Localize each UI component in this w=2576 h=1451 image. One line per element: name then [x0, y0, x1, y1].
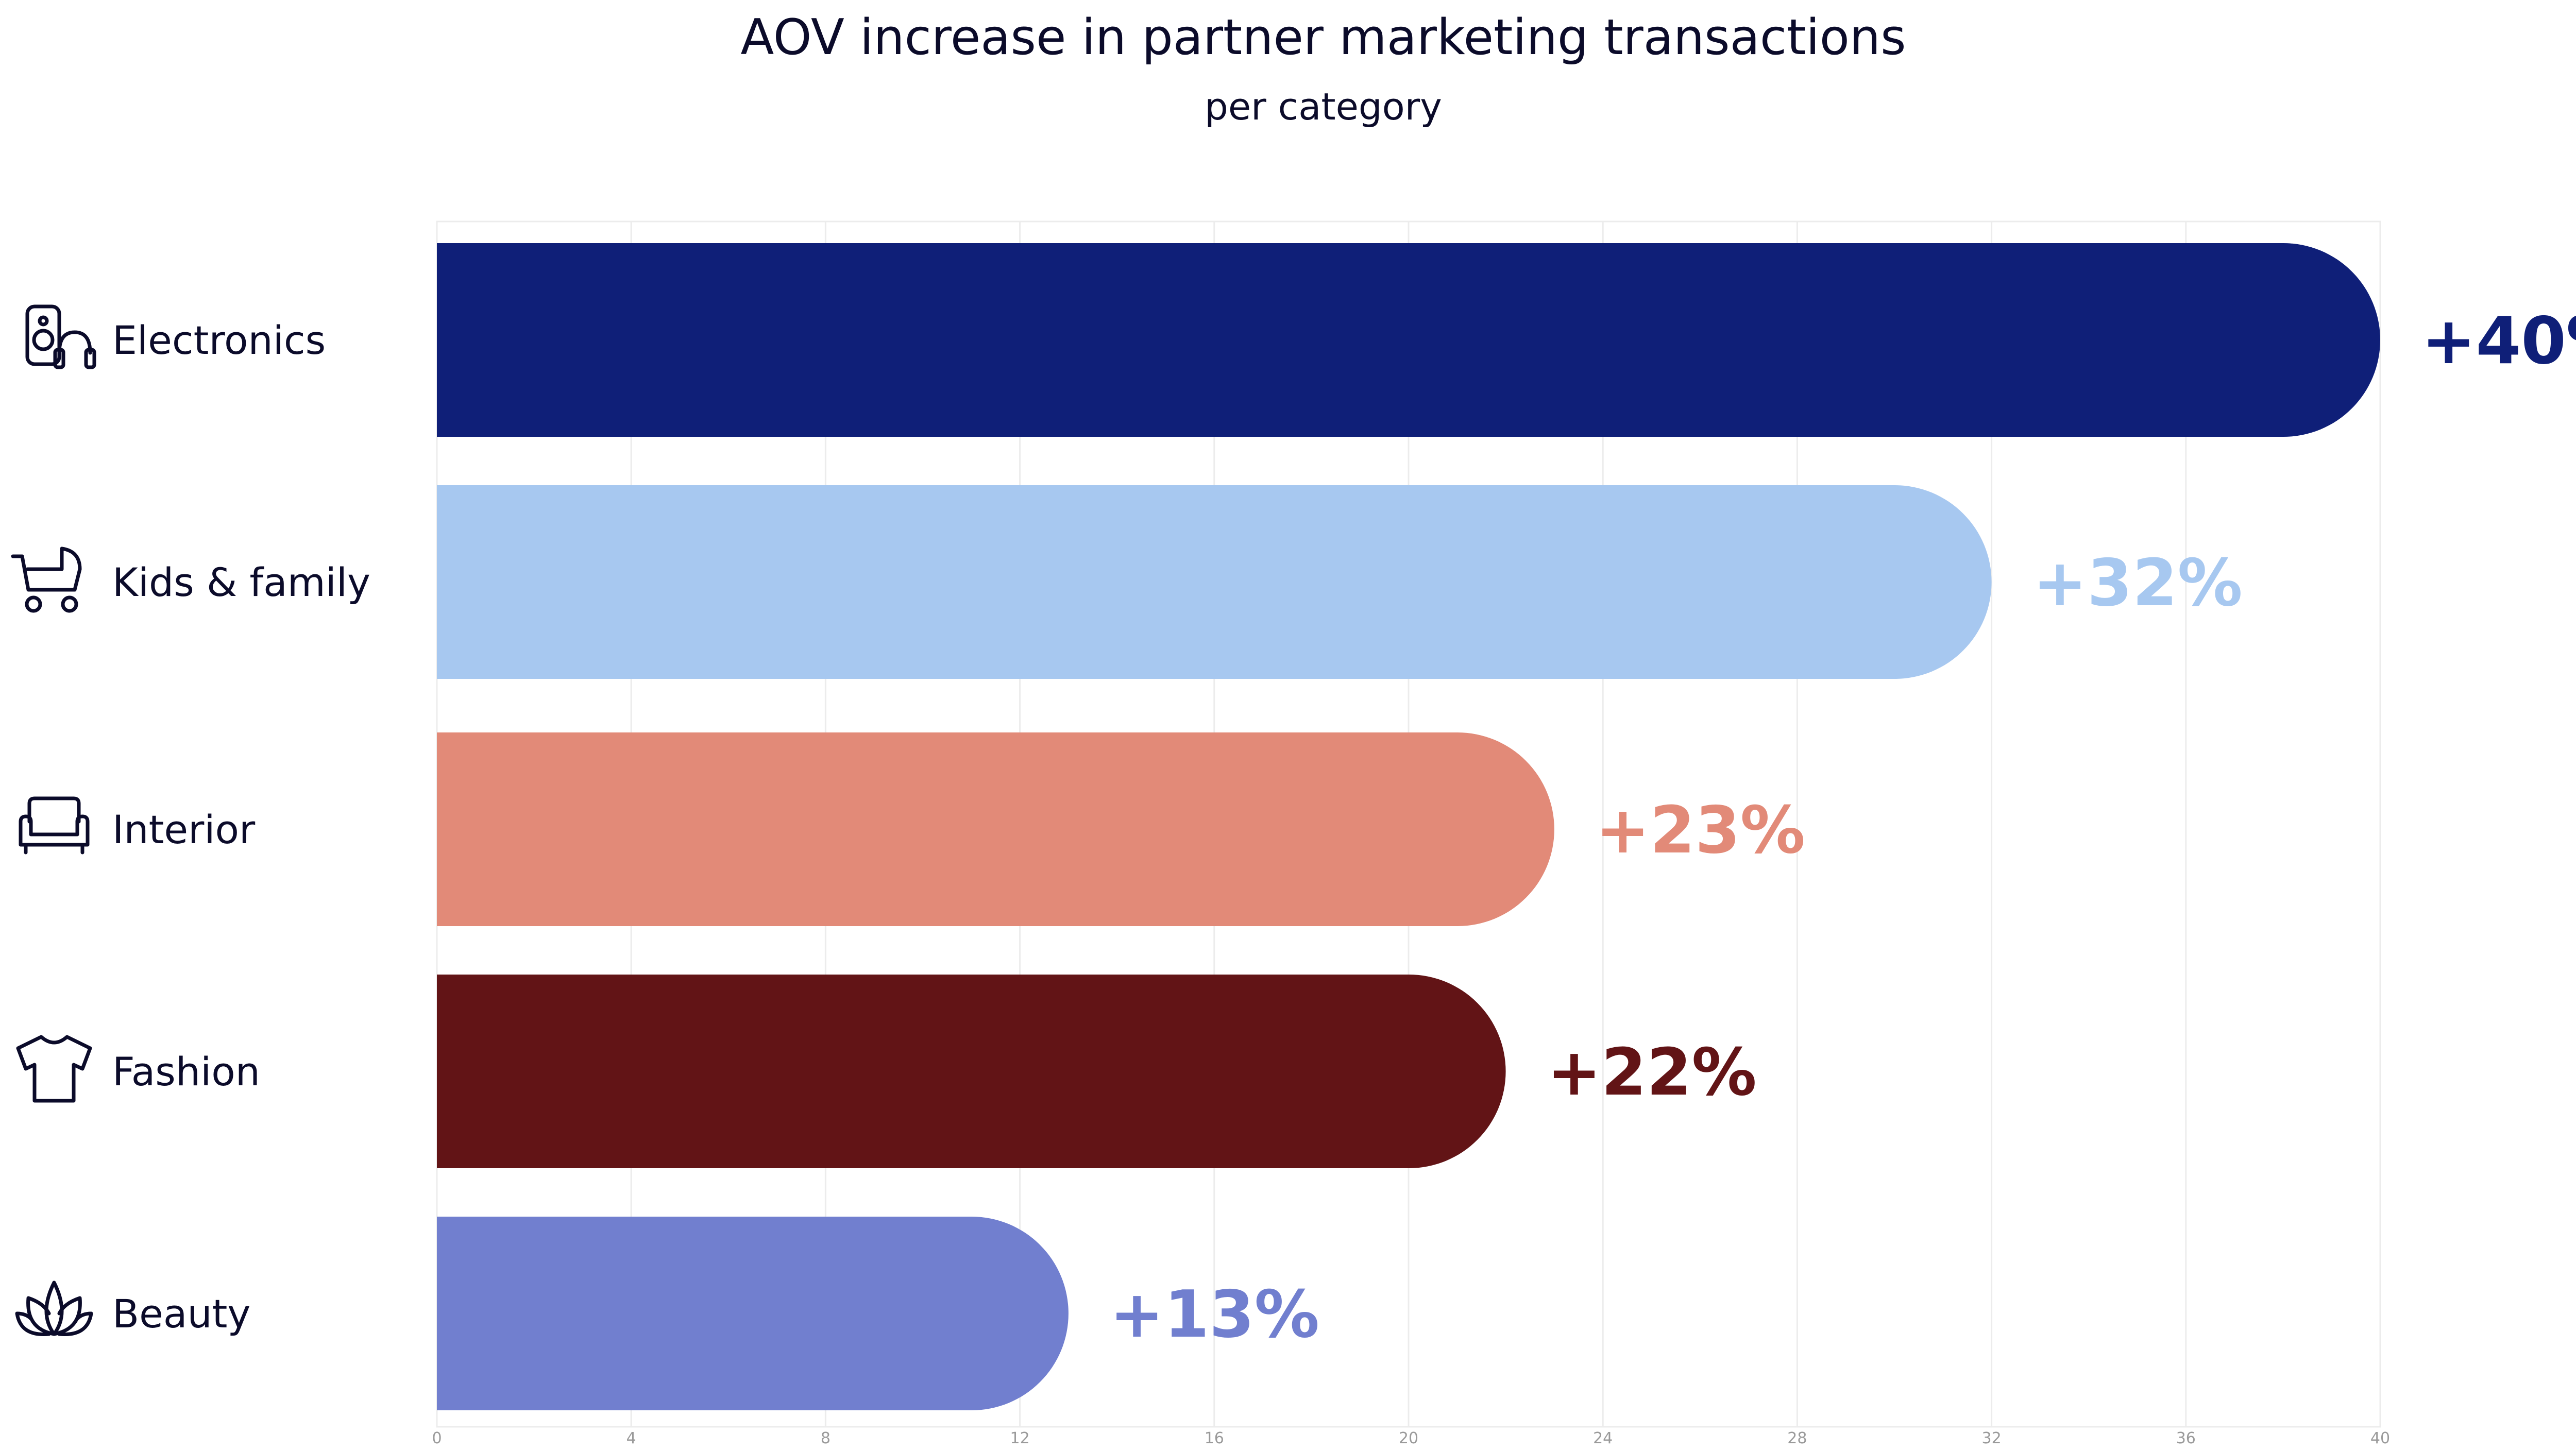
- x-tick-label: 24: [1593, 1429, 1613, 1447]
- electronics-icon: [25, 304, 96, 369]
- bar-kids-family: [437, 485, 1992, 679]
- x-axis-ticks: 0 4 8 12 16 20 24 28 32 36 40: [432, 1429, 2390, 1447]
- tshirt-icon: [16, 1035, 92, 1103]
- x-tick-label: 8: [821, 1429, 831, 1447]
- stroller-icon: [11, 547, 82, 613]
- sofa-icon: [19, 796, 90, 855]
- bar-interior: [437, 732, 1554, 926]
- value-label: +32%: [2033, 545, 2243, 621]
- value-label: +22%: [1547, 1034, 1757, 1110]
- x-tick-label: 20: [1399, 1429, 1418, 1447]
- value-label: +40%: [2421, 303, 2576, 379]
- category-labels: +40% Electronics +32% Kids & family +23% Inte…: [112, 303, 2576, 1352]
- bar-electronics: [437, 243, 2380, 437]
- value-label: +23%: [1596, 792, 1805, 868]
- bar-fashion: [437, 975, 1506, 1168]
- bar-beauty: [437, 1217, 1069, 1410]
- chart-subtitle: per category: [1205, 85, 1442, 128]
- x-tick-label: 40: [2370, 1429, 2390, 1447]
- category-label: Fashion: [112, 1049, 260, 1095]
- x-tick-label: 28: [1787, 1429, 1807, 1447]
- value-label: +13%: [1110, 1276, 1319, 1352]
- category-icons: [11, 304, 96, 1336]
- chart-title: AOV increase in partner marketing transa…: [740, 9, 1906, 66]
- category-label: Interior: [112, 807, 256, 852]
- x-tick-label: 0: [432, 1429, 442, 1447]
- lotus-icon: [15, 1281, 93, 1336]
- x-tick-label: 4: [626, 1429, 636, 1447]
- category-label: Electronics: [112, 317, 326, 363]
- x-tick-label: 12: [1010, 1429, 1030, 1447]
- category-label: Beauty: [112, 1291, 250, 1337]
- x-tick-label: 36: [2176, 1429, 2196, 1447]
- x-tick-label: 32: [1982, 1429, 2002, 1447]
- category-label: Kids & family: [112, 559, 370, 605]
- x-tick-label: 16: [1205, 1429, 1224, 1447]
- bars: [437, 243, 2380, 1410]
